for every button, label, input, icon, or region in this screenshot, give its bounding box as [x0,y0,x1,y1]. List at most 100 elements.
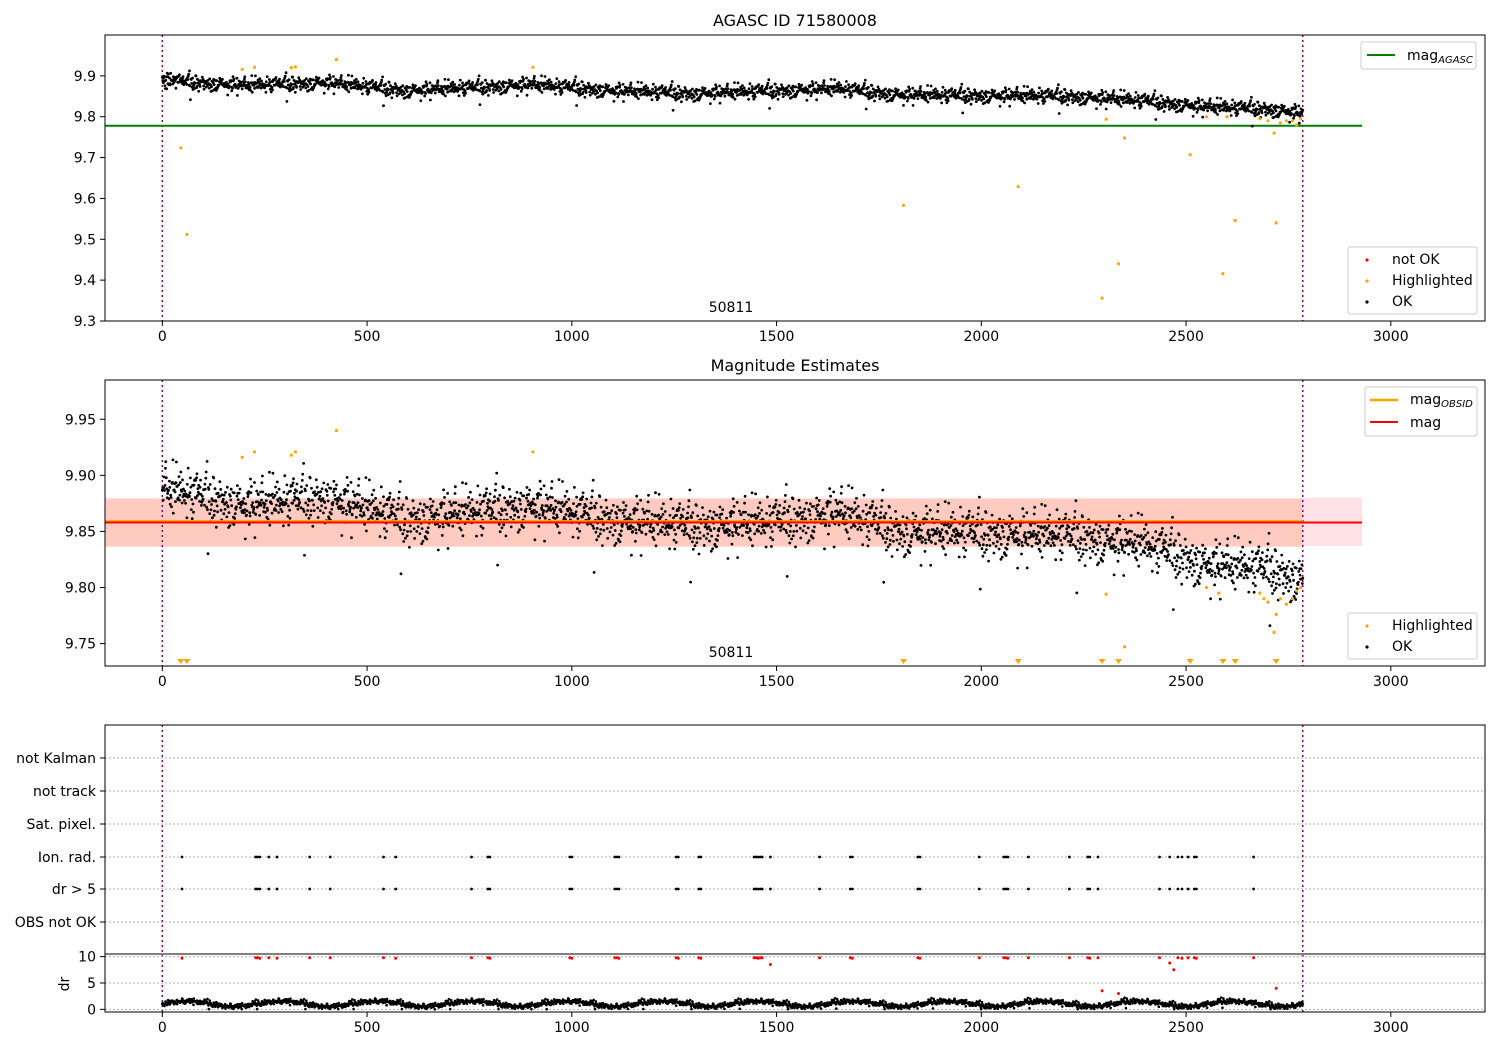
highlighted-point [185,232,189,236]
ok-point [397,507,400,511]
ok-point [764,545,768,549]
ok-point [1108,539,1112,543]
ok-point [169,496,173,499]
ok-point [843,95,847,99]
ok-point [980,547,984,551]
ok-point [533,503,537,507]
ok-point [660,530,664,534]
ok-point [804,517,807,521]
ok-point [899,537,903,541]
ok-point [486,501,489,505]
ok-point [461,481,464,485]
ok-point [866,525,869,529]
ok-point [996,540,999,544]
ok-point [904,553,908,556]
ok-point [343,492,346,496]
ok-point [202,87,206,91]
highlighted-point [1225,115,1229,119]
ok-point [881,536,885,540]
ok-point [877,94,881,98]
ok-point [550,480,554,483]
ok-point [1003,97,1007,101]
ok-point [678,502,682,505]
ok-point [859,516,862,519]
ok-point [742,524,746,527]
ok-point [844,85,847,88]
ok-point [203,482,207,486]
ok-point [516,530,520,534]
ok-point [174,481,178,485]
ok-point [820,84,824,87]
ok-point [235,84,238,88]
ok-point [952,530,956,533]
ok-point [829,494,832,498]
ok-point [1160,530,1164,534]
ok-point [342,506,345,510]
ok-point [978,587,982,591]
ok-point [195,472,199,476]
ok-point [1139,102,1143,105]
ok-point [349,505,352,509]
ok-point [651,82,655,86]
ok-point [610,509,614,512]
ok-point [759,532,763,535]
ok-point [828,92,832,96]
ok-point [339,76,343,79]
ok-point [726,557,730,560]
ok-point [816,510,819,514]
ok-point [536,494,540,498]
ok-point [1047,536,1051,540]
ok-point [463,512,467,516]
ok-point [201,497,205,501]
ok-point [629,527,632,531]
highlighted-point [1266,119,1270,123]
ok-point [986,533,990,537]
ok-point [1135,549,1138,553]
ok-point [1133,539,1137,543]
ok-point [1078,98,1082,102]
ok-point [1168,108,1171,111]
ok-point [1231,98,1234,102]
ok-point [423,94,427,98]
ok-point [183,489,187,493]
ok-point [461,91,465,95]
ok-point [285,498,288,502]
ok-point [300,485,303,489]
x-tick-label: 500 [354,329,381,345]
ok-point [226,82,230,86]
ok-point [1067,525,1071,529]
ok-point [866,544,870,548]
ok-point [506,499,510,503]
ok-point [936,503,940,506]
ok-point [910,535,914,539]
ok-point [306,85,310,88]
ok-point [385,529,388,533]
ok-point [721,526,725,530]
ok-point [1120,548,1124,552]
ok-point [542,509,545,513]
ok-point [525,486,529,489]
ok-point [1004,88,1008,92]
ok-point [371,511,375,515]
ok-point [171,511,175,515]
ok-point [574,75,578,79]
ok-point [1129,514,1133,517]
ok-point [1032,90,1036,94]
ok-point [340,79,344,82]
ok-point [663,88,667,92]
ok-point [278,504,281,508]
ok-point [668,547,671,551]
ok-point [924,96,928,99]
ok-point [735,526,739,529]
ok-point [271,492,274,496]
ok-point [395,91,398,94]
ok-point [963,555,966,559]
ok-point [795,511,799,514]
ok-point [597,95,600,99]
ok-point [967,87,970,91]
ok-point [552,88,556,91]
ok-point [452,514,456,518]
ok-point [618,84,622,87]
ok-point [1033,505,1037,509]
ok-point [712,97,716,101]
